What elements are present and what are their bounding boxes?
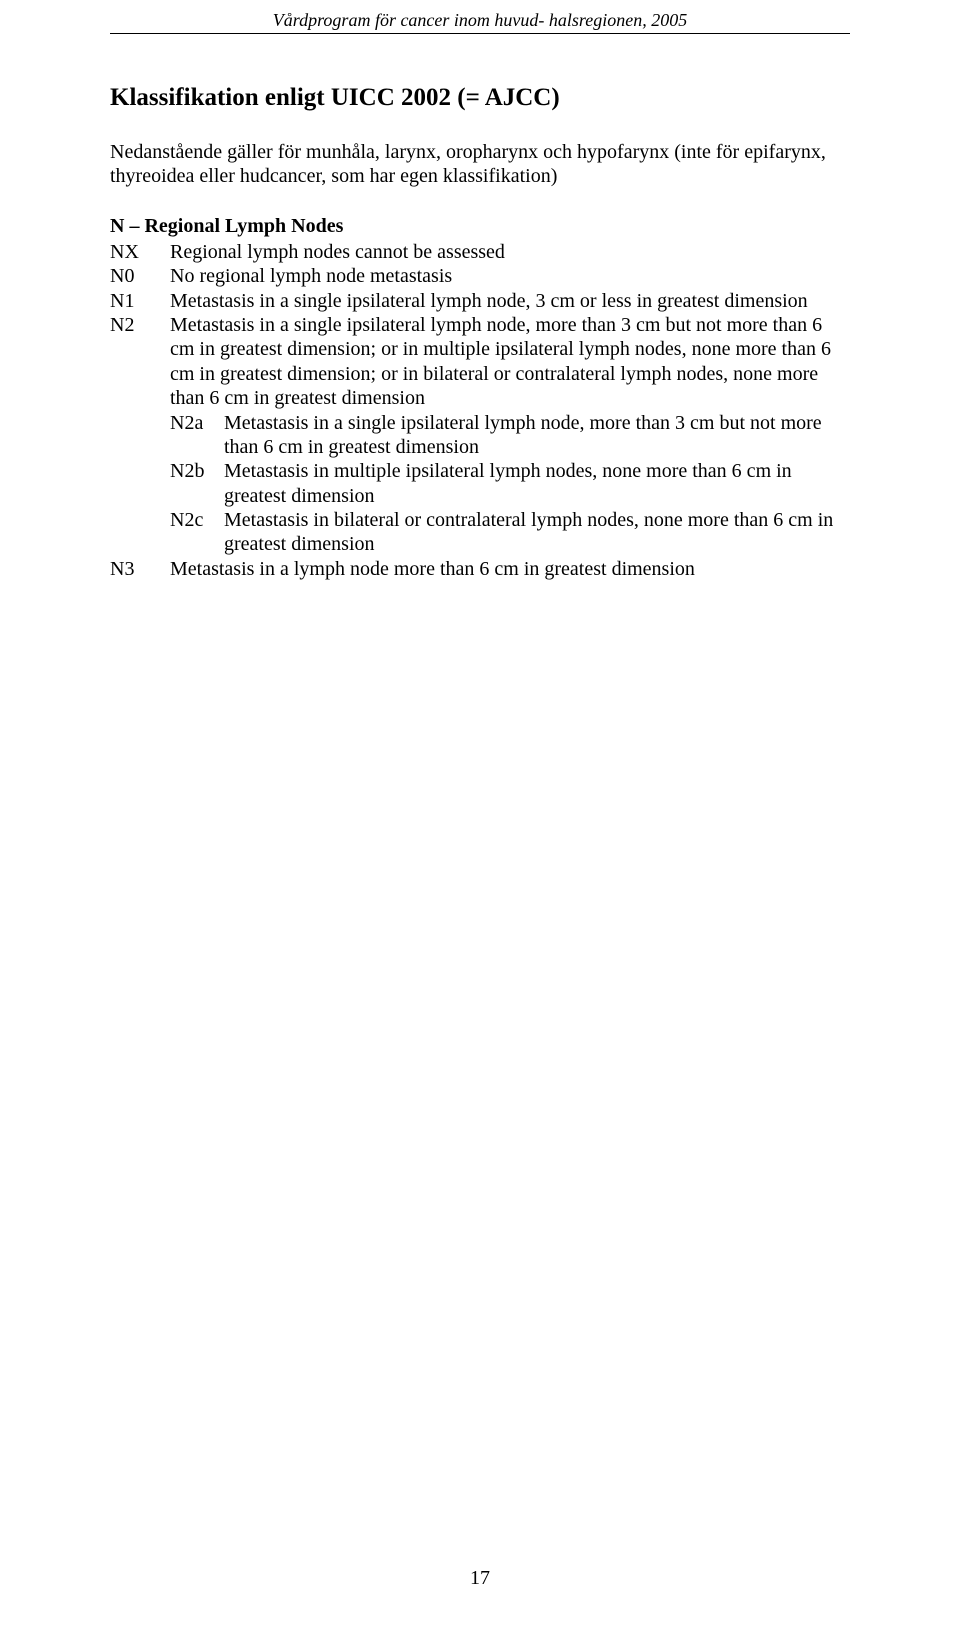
definitions-list: NX Regional lymph nodes cannot be assess… xyxy=(110,240,850,581)
page-title: Klassifikation enligt UICC 2002 (= AJCC) xyxy=(110,84,850,112)
code-nx: NX xyxy=(110,240,170,264)
text-nx: Regional lymph nodes cannot be assessed xyxy=(170,240,850,264)
text-n2-block: Metastasis in a single ipsilateral lymph… xyxy=(170,313,850,557)
row-n2c: N2c Metastasis in bilateral or contralat… xyxy=(170,508,850,557)
text-n3: Metastasis in a lymph node more than 6 c… xyxy=(170,557,850,581)
page-number: 17 xyxy=(0,1567,960,1590)
code-n0: N0 xyxy=(110,264,170,288)
code-n2b: N2b xyxy=(170,459,224,508)
row-n2b: N2b Metastasis in multiple ipsilateral l… xyxy=(170,459,850,508)
row-n2: N2 Metastasis in a single ipsilateral ly… xyxy=(110,313,850,557)
section-heading: N – Regional Lymph Nodes xyxy=(110,215,850,238)
row-nx: NX Regional lymph nodes cannot be assess… xyxy=(110,240,850,264)
text-n2: Metastasis in a single ipsilateral lymph… xyxy=(170,313,850,411)
code-n1: N1 xyxy=(110,289,170,313)
row-n3: N3 Metastasis in a lymph node more than … xyxy=(110,557,850,581)
code-n3: N3 xyxy=(110,557,170,581)
code-n2a: N2a xyxy=(170,411,224,460)
text-n0: No regional lymph node metastasis xyxy=(170,264,850,288)
row-n2a: N2a Metastasis in a single ipsilateral l… xyxy=(170,411,850,460)
row-n0: N0 No regional lymph node metastasis xyxy=(110,264,850,288)
text-n2b: Metastasis in multiple ipsilateral lymph… xyxy=(224,459,850,508)
code-n2: N2 xyxy=(110,313,170,557)
text-n1: Metastasis in a single ipsilateral lymph… xyxy=(170,289,850,313)
content-area: Klassifikation enligt UICC 2002 (= AJCC)… xyxy=(0,34,960,581)
text-n2c: Metastasis in bilateral or contralateral… xyxy=(224,508,850,557)
code-n2c: N2c xyxy=(170,508,224,557)
row-n1: N1 Metastasis in a single ipsilateral ly… xyxy=(110,289,850,313)
intro-paragraph: Nedanstående gäller för munhåla, larynx,… xyxy=(110,140,850,189)
page-header: Vårdprogram för cancer inom huvud- halsr… xyxy=(0,0,960,33)
text-n2a: Metastasis in a single ipsilateral lymph… xyxy=(224,411,850,460)
